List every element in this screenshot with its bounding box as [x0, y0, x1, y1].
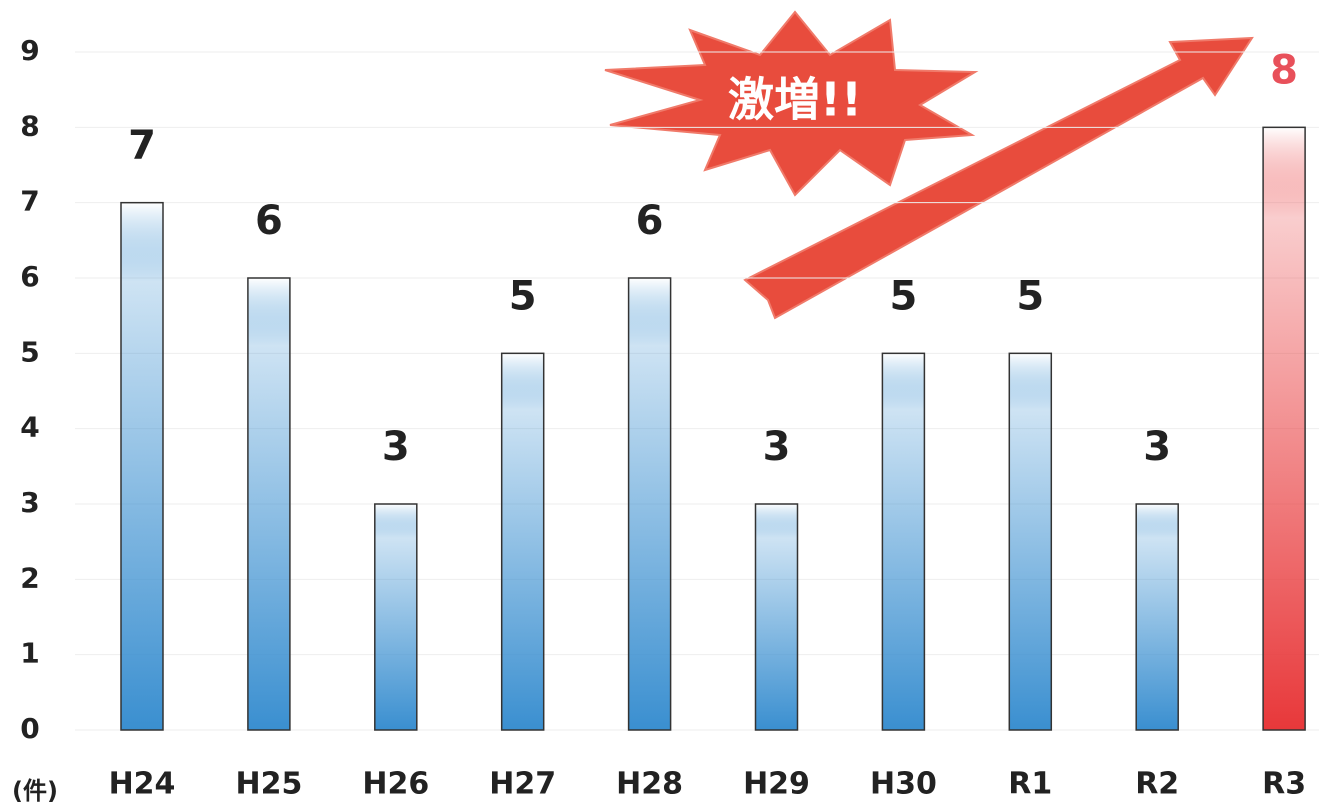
x-tick-label: R1	[1008, 767, 1052, 802]
bar	[881, 352, 926, 731]
value-label: 3	[1143, 424, 1171, 470]
x-tick-label: H27	[489, 767, 556, 802]
bar	[1008, 352, 1053, 731]
y-tick-label: 0	[20, 712, 39, 745]
bar	[247, 277, 291, 731]
y-tick-label: 7	[20, 185, 39, 218]
x-tick-label: R3	[1262, 767, 1306, 802]
value-label: 5	[509, 273, 537, 319]
x-tick-label: H25	[235, 767, 302, 802]
starburst: 激増!!	[604, 10, 979, 197]
y-tick-label: 9	[20, 34, 39, 67]
value-label: 5	[1016, 273, 1044, 319]
y-tick-label: 4	[20, 411, 39, 444]
y-tick-label: 1	[20, 637, 39, 670]
unit-label: (件)	[12, 777, 58, 805]
value-label: 5	[889, 273, 917, 319]
value-label: 8	[1270, 47, 1298, 93]
x-tick-label: H29	[743, 767, 810, 802]
arrow	[743, 36, 1254, 320]
y-tick-label: 8	[20, 109, 39, 142]
bar	[754, 503, 799, 731]
y-tick-label: 3	[20, 486, 39, 519]
x-tick-label: H28	[616, 767, 683, 802]
bar	[627, 277, 672, 731]
y-tick-label: 5	[20, 335, 39, 368]
annotation: 激増!!	[728, 73, 862, 127]
y-tick-label: 6	[20, 260, 39, 293]
value-label: 3	[763, 424, 791, 470]
value-label: 6	[636, 198, 664, 244]
bar	[1135, 503, 1179, 731]
bar	[374, 503, 418, 731]
x-tick-label: H26	[362, 767, 429, 802]
value-label: 7	[128, 123, 156, 169]
bar	[500, 352, 545, 731]
value-label: 6	[255, 198, 283, 244]
x-tick-label: H24	[109, 767, 176, 802]
bar	[120, 201, 164, 731]
x-tick-label: H30	[870, 767, 937, 802]
x-tick-label: R2	[1135, 767, 1179, 802]
y-tick-label: 2	[20, 561, 39, 594]
bar	[1262, 126, 1306, 731]
value-label: 3	[382, 424, 410, 470]
